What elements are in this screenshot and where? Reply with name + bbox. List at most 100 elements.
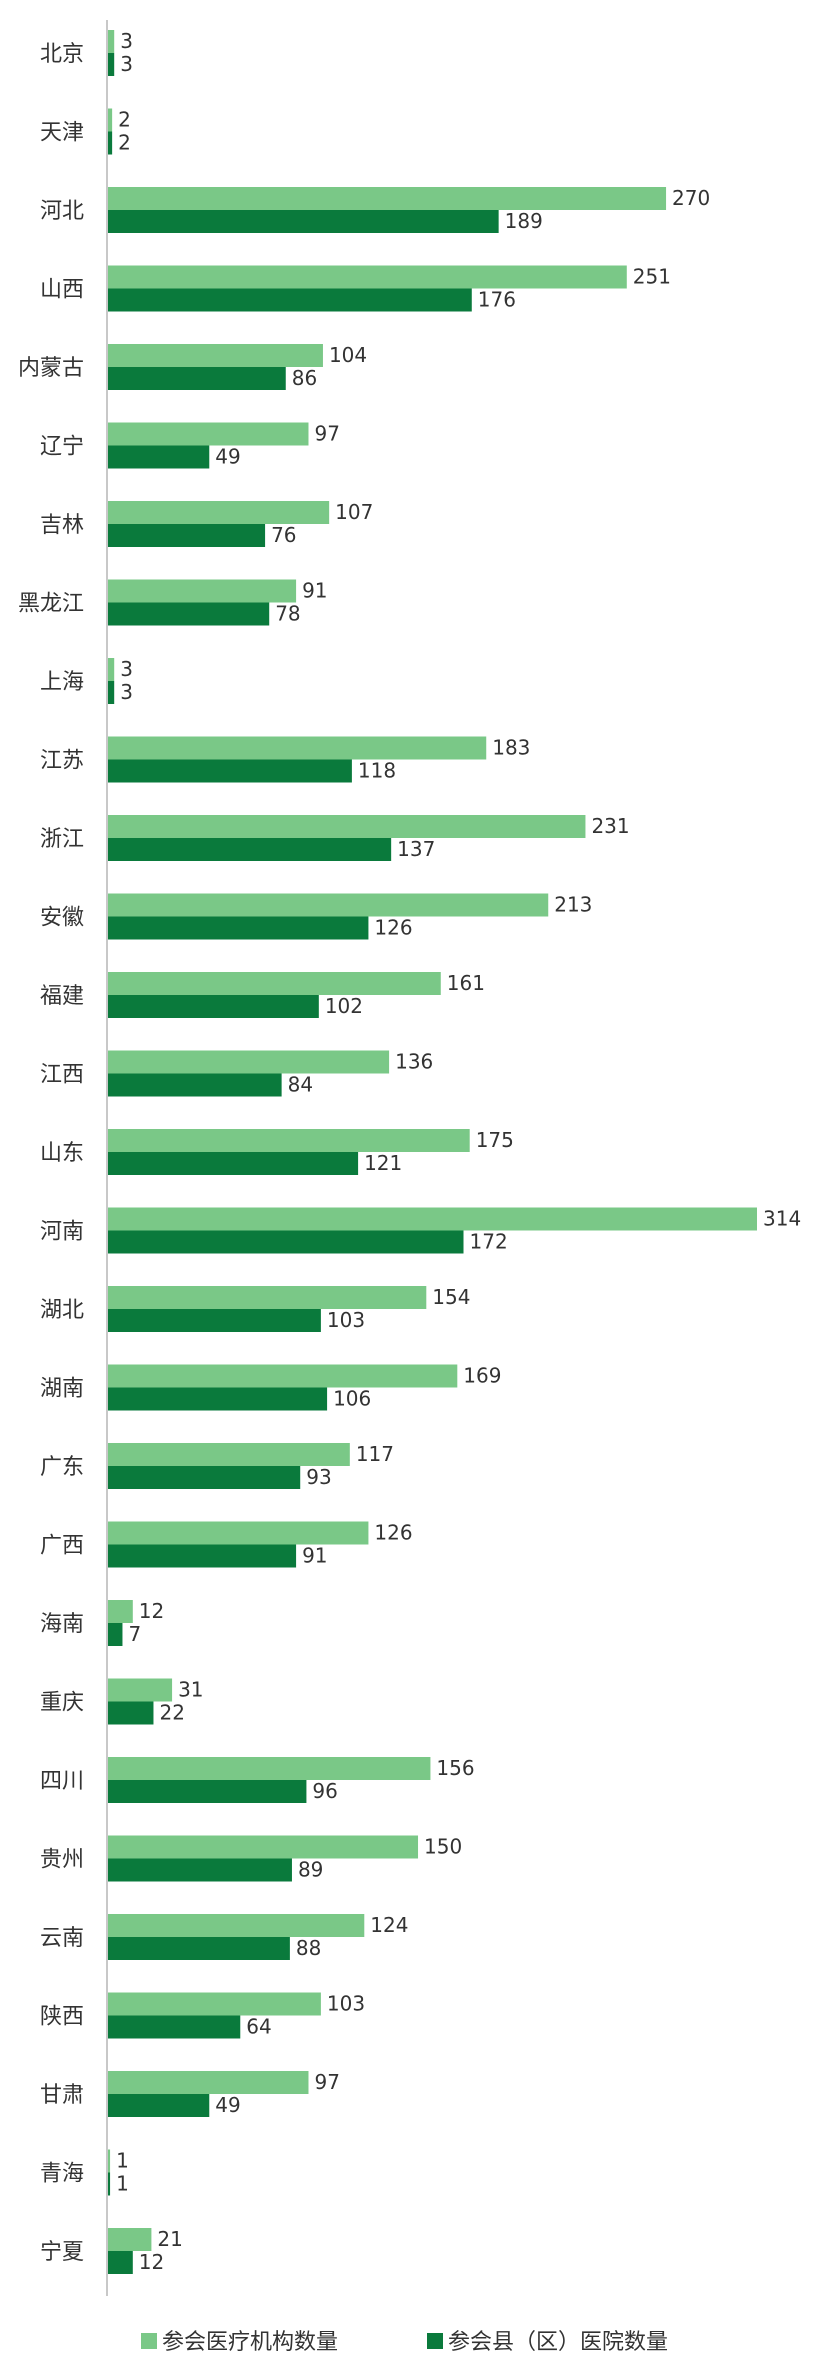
category-labels: 北京天津河北山西内蒙古辽宁吉林黑龙江上海江苏浙江安徽福建江西山东河南湖北湖南广东… [18,42,84,2265]
bar-series-2 [108,367,286,390]
bar-series-2 [108,1780,307,1803]
bar-series-2 [108,1387,328,1411]
category-label: 江西 [40,1063,84,1088]
bar-series-2 [108,2015,241,2039]
bar-series-1 [108,736,487,760]
bar-series-1 [108,1443,350,1466]
value-label-series-1: 1 [116,2149,129,2173]
bar-series-2 [108,1466,301,1489]
value-label-series-2: 64 [246,2015,271,2039]
category-label: 山西 [40,278,84,303]
legend: 参会医疗机构数量 参会县（区）医院数量 [141,2330,668,2355]
bar-series-1 [108,187,667,210]
value-label-series-1: 154 [432,1285,470,1309]
value-label-series-2: 22 [159,1701,184,1725]
category-label: 浙江 [40,827,84,852]
value-label-series-1: 103 [327,1992,365,2016]
value-label-series-2: 88 [296,1936,321,1960]
value-label-series-2: 93 [306,1465,331,1489]
value-label-series-1: 104 [329,343,367,367]
value-label-series-1: 97 [314,422,339,446]
category-label: 北京 [40,42,84,67]
bar-series-2 [108,53,115,76]
bar-series-1 [108,2071,309,2094]
value-label-series-1: 124 [370,1913,408,1937]
value-label-series-1: 31 [178,1678,203,1702]
bar-series-2 [108,131,113,155]
bar-series-2 [108,524,266,547]
bar-series-1 [108,108,113,132]
value-label-series-1: 107 [335,500,373,524]
value-label-series-1: 270 [672,186,710,210]
value-label-series-2: 189 [505,209,543,233]
value-label-series-2: 176 [478,288,516,312]
value-label-series-2: 102 [325,994,363,1018]
bar-series-2 [108,1701,154,1725]
value-label-series-2: 49 [215,445,240,469]
bar-series-1 [108,1129,470,1152]
bar-series-2 [108,681,115,704]
category-label: 贵州 [40,1848,84,1873]
value-label-series-1: 117 [356,1442,394,1466]
category-label: 吉林 [40,513,84,538]
legend-swatch-series-2 [427,2333,443,2349]
value-label-series-2: 96 [312,1779,337,1803]
bar-series-2 [108,995,319,1018]
category-label: 黑龙江 [18,592,84,617]
bar-series-2 [108,759,352,783]
value-label-series-1: 150 [424,1835,462,1859]
category-label: 宁夏 [40,2240,84,2265]
bar-series-1 [108,2149,111,2173]
bar-series-1 [108,815,586,838]
value-label-series-2: 49 [215,2093,240,2117]
bar-series-2 [108,2251,133,2274]
bar-series-2 [108,210,499,233]
category-label: 湖南 [40,1377,84,1402]
value-label-series-2: 106 [333,1387,371,1411]
value-label-series-1: 231 [591,814,629,838]
bar-series-2 [108,1073,282,1097]
bar-series-1 [108,1364,458,1388]
value-label-series-2: 86 [292,366,317,390]
bar-series-1 [108,972,441,995]
category-label: 福建 [40,984,84,1009]
bar-series-1 [108,1600,133,1623]
bar-series-2 [108,2094,210,2117]
value-label-series-2: 12 [139,2250,164,2274]
bar-series-2 [108,602,270,626]
bars-group [108,30,757,2274]
value-label-series-2: 121 [364,1151,402,1175]
value-label-series-1: 97 [314,2070,339,2094]
category-label: 山东 [40,1141,84,1166]
bar-series-1 [108,1757,431,1780]
category-label: 安徽 [40,906,84,931]
legend-swatch-series-1 [141,2333,157,2349]
value-label-series-1: 156 [436,1756,474,1780]
bar-series-2 [108,1309,321,1332]
value-label-series-1: 91 [302,579,327,603]
bar-series-1 [108,1678,173,1702]
category-label: 湖北 [40,1298,84,1323]
value-label-series-2: 103 [327,1308,365,1332]
category-label: 上海 [40,670,84,695]
value-label-series-2: 7 [128,1622,141,1646]
bar-series-1 [108,30,115,53]
bar-series-1 [108,501,330,524]
value-label-series-2: 89 [298,1858,323,1882]
category-label: 广东 [40,1455,84,1480]
value-label-series-2: 137 [397,837,435,861]
bar-series-2 [108,1858,292,1882]
bar-series-1 [108,658,115,681]
category-label: 辽宁 [40,435,84,460]
legend-label-series-1: 参会医疗机构数量 [162,2330,338,2355]
value-label-series-1: 3 [120,657,133,681]
bar-series-2 [108,288,472,312]
bar-series-1 [108,1835,419,1859]
bar-series-2 [108,2172,111,2196]
bar-series-1 [108,265,627,289]
category-label: 海南 [40,1612,84,1637]
category-label: 江苏 [40,749,84,774]
bar-series-1 [108,893,549,917]
value-label-series-1: 136 [395,1050,433,1074]
